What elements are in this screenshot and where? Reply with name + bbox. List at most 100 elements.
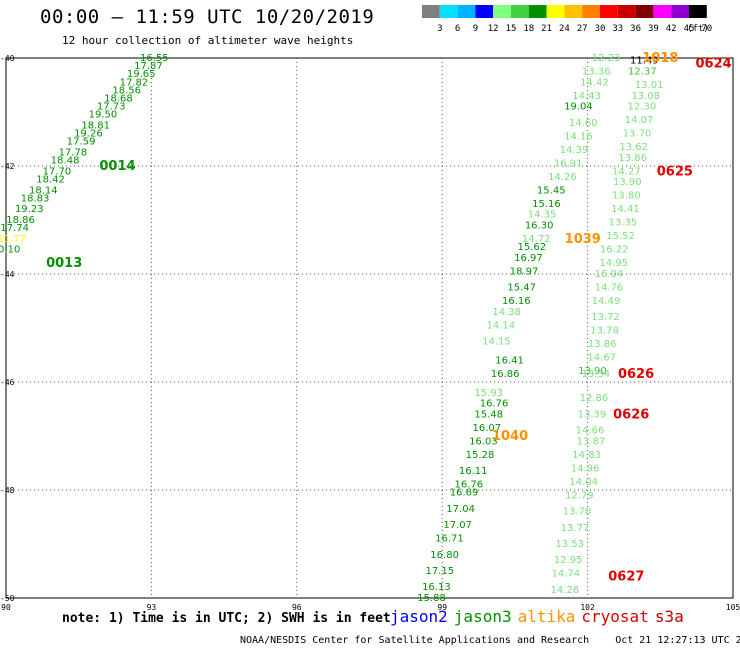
wave-height-point: 13.78 <box>590 326 619 337</box>
colorbar-label: 6 <box>455 24 460 34</box>
legend-s3a: s3a <box>654 607 684 626</box>
wave-height-point: 16.55 <box>140 53 169 64</box>
wave-height-point: 18.81 <box>81 121 110 132</box>
wave-height-point: 19.26 <box>74 129 103 140</box>
wave-height-point: 14.38 <box>492 307 521 318</box>
wave-height-point: 14.15 <box>482 337 511 348</box>
wave-height-point: 14.26 <box>548 172 577 183</box>
colorbar-swatch <box>617 5 636 18</box>
wave-height-point: 14.26 <box>551 585 580 596</box>
colorbar-label: 36 <box>630 24 641 34</box>
wave-height-point: 13.62 <box>619 142 648 153</box>
colorbar-swatch <box>528 5 547 18</box>
wave-height-point: 13.90 <box>578 366 607 377</box>
wave-height-point: 13.86 <box>588 339 617 350</box>
wave-height-point: 18.97 <box>510 266 539 277</box>
wave-height-point: 18.83 <box>21 193 50 204</box>
legend-jason2: jason2 <box>390 607 448 626</box>
wave-height-point: 14.43 <box>572 91 601 102</box>
wave-height-point: 12.30 <box>628 102 657 113</box>
colorbar-swatch <box>689 5 707 18</box>
wave-height-point: 12.95 <box>554 555 583 566</box>
wave-height-point: 20.10 <box>0 245 20 256</box>
wave-height-point: 15.45 <box>537 185 566 196</box>
colorbar-swatch <box>475 5 494 18</box>
wave-height-point: 19.04 <box>564 102 593 113</box>
wave-height-point: 16.86 <box>491 369 520 380</box>
colorbar-label: 15 <box>506 24 517 34</box>
wave-height-point: 17.59 <box>67 137 96 148</box>
y-tick-label: -42 <box>0 162 15 171</box>
wave-height-point: 18.56 <box>112 85 141 96</box>
wave-height-point: 12.23 <box>592 53 621 64</box>
wave-height-point: 16.91 <box>554 158 583 169</box>
wave-height-point: 14.27 <box>612 166 641 177</box>
x-tick-label: 93 <box>147 603 157 612</box>
pass-time-label: 0013 <box>46 256 82 271</box>
x-tick-label: 102 <box>580 603 595 612</box>
colorbar-label: 42 <box>666 24 677 34</box>
wave-height-point: 13.01 <box>635 80 664 91</box>
wave-height-point: 16.11 <box>459 466 488 477</box>
colorbar-label: 3 <box>437 24 442 34</box>
wave-height-point: 18.42 <box>36 175 65 186</box>
wave-height-point: 13.70 <box>623 129 652 140</box>
footer-timestamp: Oct 21 12:27:13 UTC 2019 <box>615 635 740 646</box>
altimeter-plot: 90 93 96 99 102 105-40-42-44-46-48-5016.5517.… <box>0 51 740 612</box>
wave-height-point: 14.35 <box>528 210 557 221</box>
wave-height-point: 13.53 <box>555 539 584 550</box>
colorbar-label: 24 <box>559 24 570 34</box>
colorbar-label: 30 <box>595 24 606 34</box>
y-tick-label: -50 <box>0 594 15 603</box>
colorbar-swatch <box>457 5 476 18</box>
legend-cryosat: cryosat <box>581 607 649 626</box>
wave-height-point: 13.36 <box>582 67 611 78</box>
colorbar-swatch <box>422 5 440 18</box>
colorbar-label: 33 <box>612 24 623 34</box>
wave-height-point: 21.77 <box>0 234 26 245</box>
wave-height-point: 17.74 <box>0 223 29 234</box>
wave-height-point: 14.07 <box>625 115 654 126</box>
satellite-legend: jason2 jason3 altika cryosat s3a <box>390 607 690 626</box>
wave-height-point: 18.68 <box>104 94 133 105</box>
wave-height-point: 14.14 <box>487 320 516 331</box>
wave-height-point: 15.16 <box>532 199 561 210</box>
colorbar-label: 70 <box>701 24 712 34</box>
wave-height-point: 15.88 <box>417 593 446 604</box>
wave-height-point: 14.04 <box>569 477 598 488</box>
wave-height-point: 16.41 <box>495 355 524 366</box>
wave-height-point: 13.80 <box>612 191 641 202</box>
colorbar-swatch <box>582 5 600 18</box>
wave-height-point: 14.66 <box>576 426 605 437</box>
wave-height-point: 18.48 <box>51 156 80 167</box>
wave-height-point: 14.95 <box>599 258 628 269</box>
footer-credit: NOAA/NESDIS Center for Satellite Applica… <box>240 635 590 646</box>
colorbar-label: 21 <box>541 24 552 34</box>
wave-height-point: 16.97 <box>514 253 543 264</box>
colorbar-label: 27 <box>577 24 588 34</box>
chart-subtitle: 12 hour collection of altimeter wave hei… <box>62 34 354 47</box>
legend-jason3: jason3 <box>453 607 512 626</box>
footer: NOAA/NESDIS Center for Satellite Applica… <box>240 635 740 646</box>
wave-height-point: 15.47 <box>507 283 536 294</box>
wave-height-point: 14.83 <box>572 450 601 461</box>
wave-height-point: 16.13 <box>422 582 451 593</box>
wave-height-point: 14.60 <box>569 118 598 129</box>
x-tick-label: 105 <box>726 603 740 612</box>
wave-height-point: 14.41 <box>611 204 640 215</box>
y-tick-label: -48 <box>0 486 15 495</box>
wave-height-point: 18.14 <box>29 185 58 196</box>
wave-height-point: 17.07 <box>443 520 472 531</box>
colorbar-label: 39 <box>648 24 659 34</box>
wave-height-point: 14.76 <box>595 283 624 294</box>
legend-altika: altika <box>517 607 576 626</box>
wave-height-point: 17.87 <box>134 61 163 72</box>
pass-time-label: 1040 <box>492 429 528 444</box>
x-tick-label: 90 <box>1 603 11 612</box>
colorbar-swatch <box>511 5 529 18</box>
wave-height-point: 13.35 <box>609 218 638 229</box>
y-tick-label: -40 <box>0 54 15 63</box>
wave-height-point: 16.71 <box>435 534 464 545</box>
pass-time-label: 1039 <box>565 232 601 247</box>
pass-time-label: 0626 <box>613 407 649 422</box>
